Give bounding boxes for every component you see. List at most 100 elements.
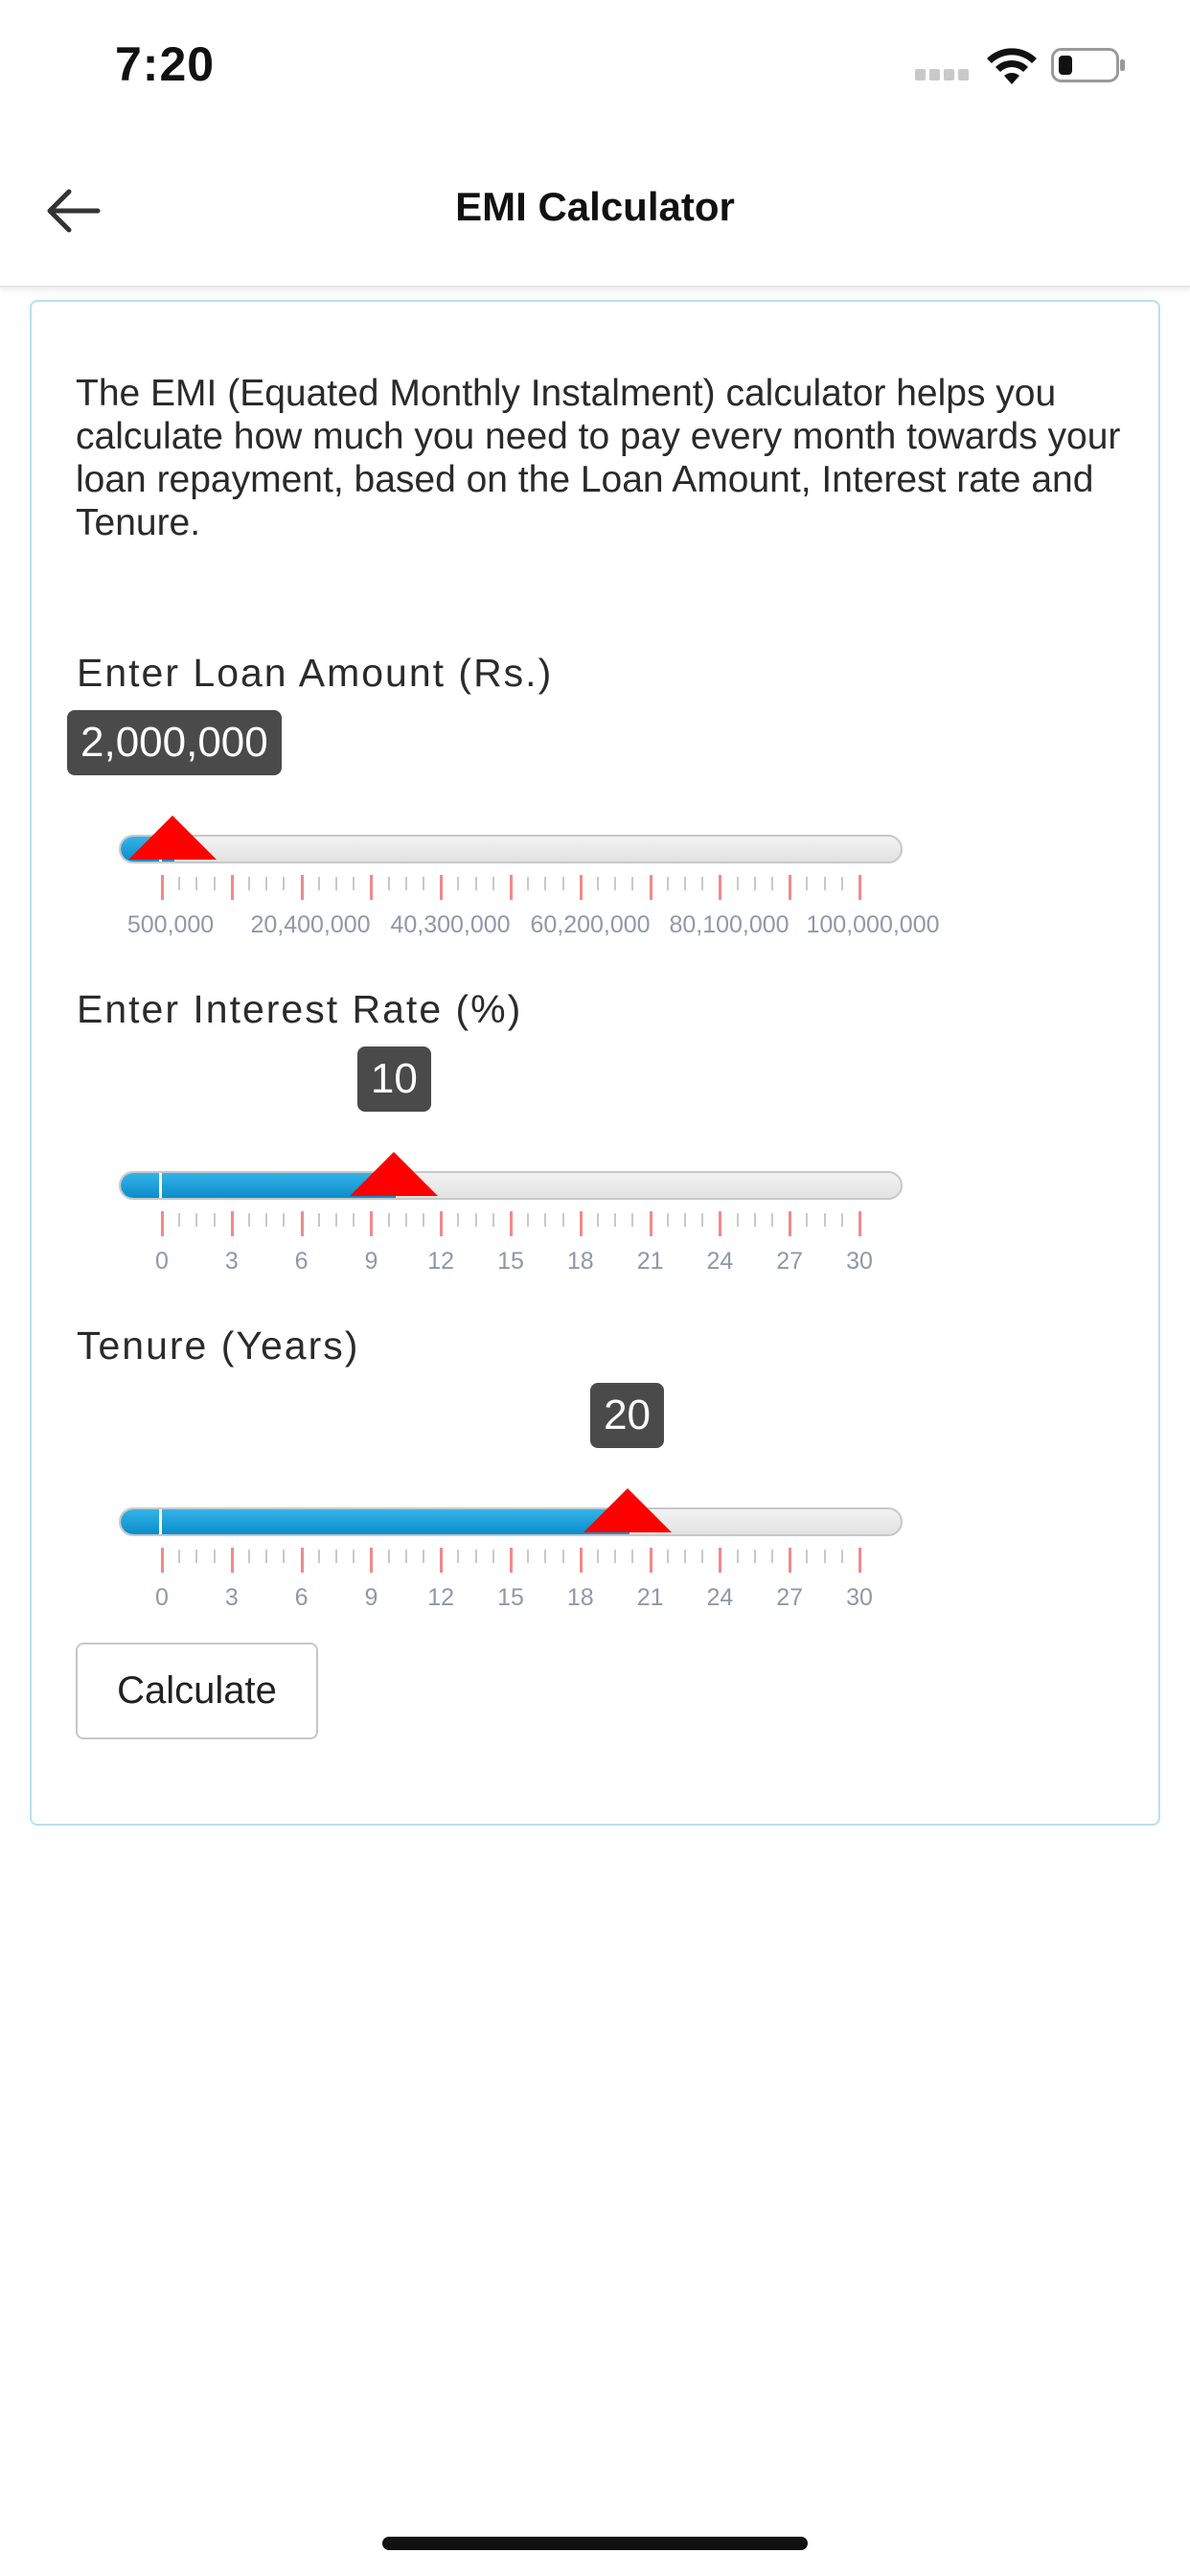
arrow-left-icon xyxy=(47,189,101,233)
major-tick xyxy=(230,875,234,900)
tenure-value-badge: 20 xyxy=(590,1383,665,1448)
tick-label: 15 xyxy=(497,1248,524,1275)
minor-tick xyxy=(544,1550,547,1563)
minor-tick xyxy=(806,877,809,890)
minor-tick xyxy=(283,877,286,890)
minor-tick xyxy=(840,1213,843,1227)
minor-tick xyxy=(404,877,407,890)
minor-tick xyxy=(492,1213,494,1227)
minor-tick xyxy=(335,877,337,890)
minor-tick xyxy=(283,1213,286,1227)
tick-label: 24 xyxy=(706,1248,734,1275)
loan-amount-handle[interactable] xyxy=(127,816,217,860)
battery-icon xyxy=(1051,48,1125,82)
tenure-track-fill xyxy=(121,1509,629,1534)
tenure-slider[interactable]: 20 0 3 6 9 12 15 18 21 24 27 30 xyxy=(32,1383,1162,1632)
major-tick xyxy=(440,875,444,900)
major-tick xyxy=(370,1548,374,1573)
tick-label: 0 xyxy=(155,1584,169,1611)
minor-tick xyxy=(527,1213,530,1227)
major-tick xyxy=(649,1548,652,1573)
tick-label: 0 xyxy=(155,1248,169,1275)
calculate-button[interactable]: Calculate xyxy=(76,1643,318,1739)
major-tick xyxy=(579,875,583,900)
minor-tick xyxy=(631,1550,634,1563)
interest-rate-handle[interactable] xyxy=(350,1152,439,1196)
minor-tick xyxy=(823,1550,826,1563)
major-tick xyxy=(719,1548,722,1573)
minor-tick xyxy=(474,1213,477,1227)
loan-amount-slider[interactable]: 2,000,000 500,000 20,400,000 40,300,000 60,… xyxy=(32,710,1162,959)
major-tick xyxy=(858,875,861,900)
tick-label: 15 xyxy=(497,1584,524,1611)
minor-tick xyxy=(248,1550,250,1563)
tick-label: 60,200,000 xyxy=(530,911,651,938)
minor-tick xyxy=(614,1213,617,1227)
minor-tick xyxy=(684,877,686,890)
major-tick xyxy=(370,875,374,900)
tick-label: 9 xyxy=(364,1248,378,1275)
minor-tick xyxy=(806,1550,809,1563)
tick-label: 3 xyxy=(224,1248,239,1275)
tick-label: 27 xyxy=(776,1584,804,1611)
minor-tick xyxy=(353,877,355,890)
interest-rate-ticks xyxy=(32,1211,1162,1240)
major-tick xyxy=(300,1211,304,1236)
minor-tick xyxy=(178,877,181,890)
tenure-handle[interactable] xyxy=(583,1488,672,1532)
major-tick xyxy=(579,1548,583,1573)
minor-tick xyxy=(527,877,530,890)
status-bar: 7:20 xyxy=(0,0,1190,134)
tick-label: 27 xyxy=(776,1248,804,1275)
minor-tick xyxy=(457,877,460,890)
tick-label: 3 xyxy=(224,1584,239,1611)
tick-label: 18 xyxy=(566,1248,594,1275)
tick-label: 6 xyxy=(294,1248,309,1275)
minor-tick xyxy=(736,1213,739,1227)
major-tick xyxy=(789,1211,792,1236)
minor-tick xyxy=(597,877,599,890)
minor-tick xyxy=(423,1550,424,1563)
major-tick xyxy=(719,1211,722,1236)
tick-label: 30 xyxy=(846,1584,873,1611)
minor-tick xyxy=(771,1213,773,1227)
minor-tick xyxy=(492,877,494,890)
minor-tick xyxy=(213,1213,216,1227)
loan-amount-value-badge: 2,000,000 xyxy=(67,710,282,775)
tenure-track[interactable] xyxy=(119,1507,903,1536)
tick-label: 20,400,000 xyxy=(250,911,371,938)
minor-tick xyxy=(753,1213,756,1227)
major-tick xyxy=(649,875,652,900)
minor-tick xyxy=(561,1213,564,1227)
tick-label: 9 xyxy=(364,1584,378,1611)
minor-tick xyxy=(387,1213,390,1227)
major-tick xyxy=(300,1548,304,1573)
minor-tick xyxy=(195,877,198,890)
minor-tick xyxy=(666,1550,669,1563)
minor-tick xyxy=(701,1213,704,1227)
loan-amount-track[interactable] xyxy=(119,835,903,863)
major-tick xyxy=(510,875,513,900)
tick-label: 500,000 xyxy=(126,911,215,938)
minor-tick xyxy=(701,877,704,890)
minor-tick xyxy=(265,1213,268,1227)
page-title: EMI Calculator xyxy=(455,184,735,229)
interest-rate-label: Enter Interest Rate (%) xyxy=(77,987,523,1031)
tick-label: 18 xyxy=(566,1584,594,1611)
minor-tick xyxy=(283,1550,286,1563)
minor-tick xyxy=(631,1213,634,1227)
major-tick xyxy=(510,1211,513,1236)
major-tick xyxy=(858,1211,861,1236)
minor-tick xyxy=(387,1550,390,1563)
major-tick xyxy=(370,1211,374,1236)
minor-tick xyxy=(423,1213,424,1227)
interest-rate-slider[interactable]: 10 0 3 6 9 12 15 18 21 24 27 30 xyxy=(32,1046,1162,1296)
tick-label: 40,300,000 xyxy=(390,911,511,938)
major-tick xyxy=(161,1548,164,1573)
minor-tick xyxy=(457,1550,460,1563)
minor-tick xyxy=(404,1550,407,1563)
back-button[interactable] xyxy=(34,172,111,249)
minor-tick xyxy=(771,1550,773,1563)
minor-tick xyxy=(666,877,669,890)
interest-rate-track[interactable] xyxy=(119,1171,903,1200)
